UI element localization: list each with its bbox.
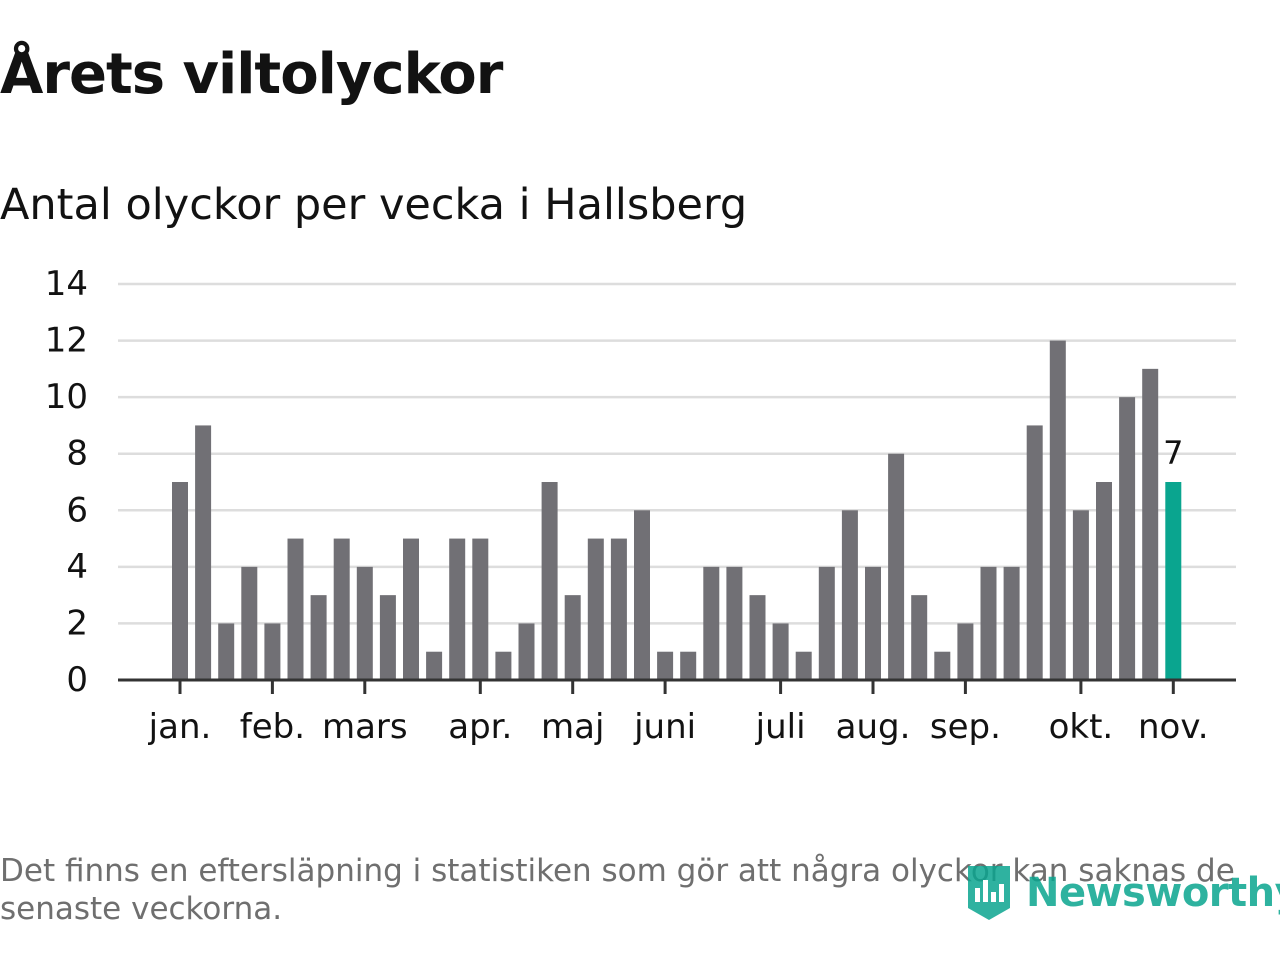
bar bbox=[587, 538, 604, 680]
bar bbox=[749, 595, 766, 680]
bar-chart: 0 2 4 6 8 10 12 14 jan. feb. mars apr. maj juni juli a… bbox=[45, 264, 1236, 747]
bar bbox=[1003, 566, 1020, 680]
chart-subtitle: Antal olyckor per vecka i Hallsberg bbox=[0, 180, 748, 230]
x-tick-label: apr. bbox=[448, 707, 512, 747]
bar bbox=[426, 651, 443, 680]
bar bbox=[680, 651, 697, 680]
bar bbox=[403, 538, 419, 680]
bar bbox=[957, 623, 974, 680]
y-tick-label: 12 bbox=[45, 321, 88, 361]
bar bbox=[356, 566, 373, 680]
chart-title: Årets viltolyckor bbox=[0, 42, 503, 107]
bar bbox=[888, 453, 905, 680]
bar bbox=[865, 566, 881, 680]
bar bbox=[1142, 368, 1159, 680]
bar bbox=[564, 595, 581, 680]
x-axis: jan. feb. mars apr. maj juni juli aug. sep. okt. n… bbox=[118, 678, 1236, 747]
bar bbox=[657, 651, 674, 680]
x-tick-label: juli bbox=[755, 707, 806, 747]
bar bbox=[1165, 482, 1182, 680]
x-tick-label: maj bbox=[541, 707, 604, 747]
x-tick-label: juni bbox=[633, 707, 696, 747]
annotations: 7 bbox=[1163, 434, 1183, 472]
bar bbox=[1026, 425, 1043, 680]
y-tick-label: 14 bbox=[45, 264, 88, 304]
data-label: 7 bbox=[1163, 434, 1183, 472]
x-tick-label: aug. bbox=[836, 707, 911, 747]
bar bbox=[379, 595, 396, 680]
x-tick-label: nov. bbox=[1138, 707, 1209, 747]
brand-name: Newsworthy bbox=[1026, 870, 1280, 916]
y-tick-label: 8 bbox=[66, 434, 88, 474]
x-tick-label: feb. bbox=[240, 707, 305, 747]
bar bbox=[495, 651, 512, 680]
y-tick-label: 0 bbox=[66, 660, 88, 700]
x-tick-label: okt. bbox=[1049, 707, 1114, 747]
bar bbox=[703, 566, 720, 680]
bar bbox=[610, 538, 627, 680]
bar bbox=[1049, 340, 1066, 680]
bar bbox=[333, 538, 350, 680]
bar bbox=[449, 538, 466, 680]
x-tick-label: jan. bbox=[148, 707, 212, 747]
bar bbox=[980, 566, 997, 680]
bar bbox=[287, 538, 304, 680]
bar bbox=[518, 623, 535, 680]
bar bbox=[172, 482, 188, 680]
y-tick-label: 4 bbox=[66, 547, 88, 587]
y-tick-label: 2 bbox=[66, 603, 88, 643]
bar bbox=[818, 566, 835, 680]
x-tick-label: sep. bbox=[930, 707, 1001, 747]
x-tick-label: mars bbox=[322, 707, 408, 747]
bar bbox=[310, 595, 327, 680]
bar bbox=[726, 566, 743, 680]
bar bbox=[772, 623, 789, 680]
y-axis-labels: 0 2 4 6 8 10 12 14 bbox=[45, 264, 88, 700]
y-tick-label: 6 bbox=[66, 490, 88, 530]
bar bbox=[195, 425, 212, 680]
newsworthy-logo-icon bbox=[968, 866, 1010, 920]
footnote: Det finns en eftersläpning i statistiken… bbox=[0, 853, 1235, 927]
bar bbox=[795, 651, 812, 680]
bar bbox=[541, 482, 558, 680]
bar bbox=[1119, 397, 1136, 680]
gridlines bbox=[118, 282, 1236, 625]
bar bbox=[241, 566, 258, 680]
bar bbox=[911, 595, 928, 680]
bar bbox=[1096, 482, 1112, 680]
bar bbox=[264, 623, 281, 680]
bar bbox=[1072, 510, 1089, 680]
y-tick-label: 10 bbox=[45, 377, 88, 417]
bars bbox=[172, 340, 1182, 680]
brand-logo[interactable]: Newsworthy bbox=[964, 858, 1280, 928]
bar bbox=[472, 538, 489, 680]
bar bbox=[634, 510, 650, 680]
bar bbox=[218, 623, 235, 680]
bar bbox=[934, 651, 951, 680]
bar bbox=[841, 510, 858, 680]
